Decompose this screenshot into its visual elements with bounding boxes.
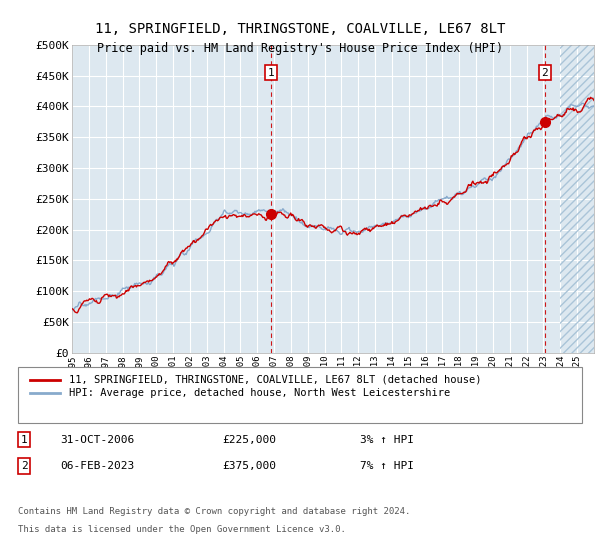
Bar bbox=[560, 45, 594, 353]
Text: 1: 1 bbox=[20, 435, 28, 445]
Text: 7% ↑ HPI: 7% ↑ HPI bbox=[360, 461, 414, 471]
Text: HPI: Average price, detached house, North West Leicestershire: HPI: Average price, detached house, Nort… bbox=[69, 388, 450, 398]
Text: Contains HM Land Registry data © Crown copyright and database right 2024.: Contains HM Land Registry data © Crown c… bbox=[18, 507, 410, 516]
Text: £375,000: £375,000 bbox=[222, 461, 276, 471]
Text: £225,000: £225,000 bbox=[222, 435, 276, 445]
Text: 06-FEB-2023: 06-FEB-2023 bbox=[60, 461, 134, 471]
Text: 3% ↑ HPI: 3% ↑ HPI bbox=[360, 435, 414, 445]
Text: 2: 2 bbox=[20, 461, 28, 471]
Text: 11, SPRINGFIELD, THRINGSTONE, COALVILLE, LE67 8LT (detached house): 11, SPRINGFIELD, THRINGSTONE, COALVILLE,… bbox=[69, 375, 482, 385]
Text: 11, SPRINGFIELD, THRINGSTONE, COALVILLE, LE67 8LT: 11, SPRINGFIELD, THRINGSTONE, COALVILLE,… bbox=[95, 22, 505, 36]
Text: 2: 2 bbox=[542, 68, 548, 77]
Text: Price paid vs. HM Land Registry's House Price Index (HPI): Price paid vs. HM Land Registry's House … bbox=[97, 42, 503, 55]
Text: 1: 1 bbox=[268, 68, 275, 77]
Text: This data is licensed under the Open Government Licence v3.0.: This data is licensed under the Open Gov… bbox=[18, 525, 346, 534]
Text: 31-OCT-2006: 31-OCT-2006 bbox=[60, 435, 134, 445]
Bar bbox=[560, 45, 594, 353]
